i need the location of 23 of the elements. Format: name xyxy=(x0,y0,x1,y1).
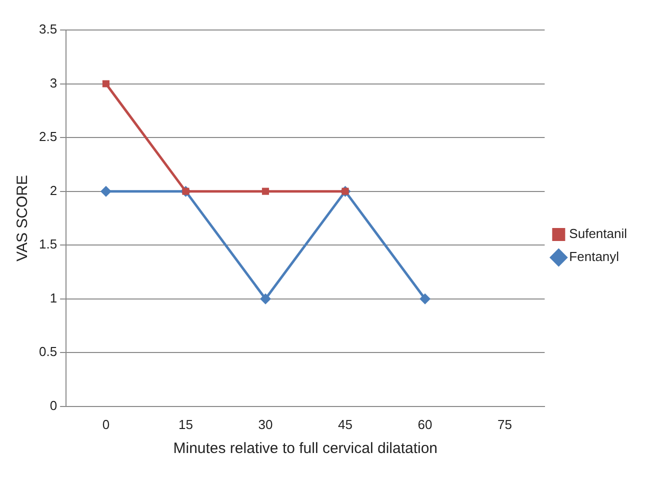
x-tick-label: 30 xyxy=(258,416,273,432)
point xyxy=(420,293,431,304)
x-tick-label: 75 xyxy=(498,416,512,432)
y-axis-title: VAS SCORE xyxy=(14,174,32,262)
y-tick-label: 0.5 xyxy=(38,344,58,360)
x-tick-label: 45 xyxy=(338,416,352,432)
x-axis-title: Minutes relative to full cervical dilatation xyxy=(173,440,438,458)
x-tick-label: 60 xyxy=(418,416,432,432)
y-tick-label: 3 xyxy=(50,75,58,90)
x-tick-label: 15 xyxy=(178,416,193,432)
legend-label: Sufentanil xyxy=(569,226,628,242)
point xyxy=(100,186,112,197)
y-tick-label: 1.5 xyxy=(38,236,58,252)
y-tick-label: 0 xyxy=(50,398,58,413)
y-tick-label: 1 xyxy=(50,290,58,306)
x-tick-label: 0 xyxy=(102,416,110,432)
point xyxy=(260,293,271,304)
legend-label: Fentanyl xyxy=(569,249,620,264)
y-tick-label: 2 xyxy=(50,182,58,198)
y-tick-label: 3.5 xyxy=(38,22,58,37)
point xyxy=(102,80,110,88)
y-tick-label: 2.5 xyxy=(38,129,58,144)
point xyxy=(262,188,270,195)
